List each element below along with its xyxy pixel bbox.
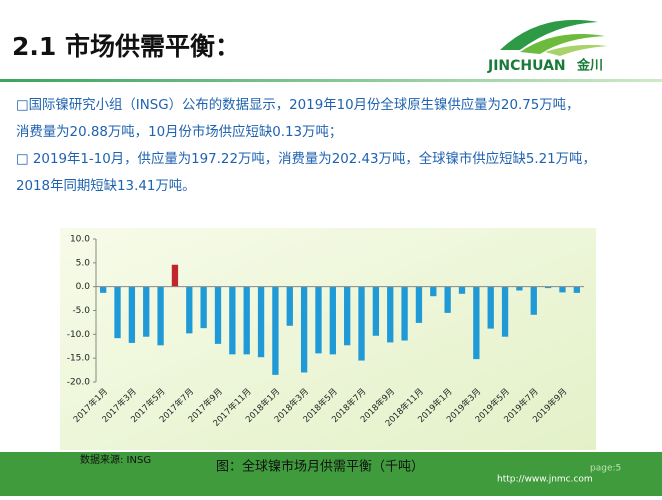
bar: [430, 286, 437, 297]
bar: [358, 286, 365, 361]
footer-band: [0, 452, 662, 496]
bar: [243, 286, 250, 355]
bar: [214, 286, 222, 344]
bar: [473, 286, 480, 360]
bar: [573, 286, 580, 293]
bar: [530, 286, 537, 315]
bar: [415, 286, 423, 323]
chart-panel: [60, 228, 596, 450]
bar: [559, 286, 566, 293]
bar: [128, 286, 136, 343]
bar: [300, 286, 308, 373]
bar: [257, 286, 265, 358]
bar: [329, 286, 336, 355]
y-tick-label: 5.0: [76, 258, 91, 268]
bar: [401, 286, 408, 341]
bullet-line: □ 2019年1-10月，供应量为197.22万吨，消费量为202.43万吨，全…: [16, 150, 596, 167]
bar: [286, 286, 293, 326]
footer-url: http://www.jnmc.com: [497, 475, 593, 485]
y-tick-label: -20.0: [67, 378, 91, 388]
y-tick-label: 0.0: [76, 282, 91, 292]
y-tick-label: -5.0: [72, 306, 90, 316]
bar: [315, 286, 322, 354]
bar: [501, 286, 509, 337]
header-rule: [0, 79, 662, 82]
bar: [372, 286, 380, 336]
y-tick-label: 10.0: [70, 235, 90, 245]
bar: [200, 286, 207, 329]
bar: [444, 286, 451, 313]
chart-title: 图：全球镍市场月供需平衡（千吨）: [216, 459, 424, 475]
slide-title: 2.1 市场供需平衡：: [12, 32, 240, 61]
logo: JINCHUAN 金川: [487, 19, 608, 74]
page-number: page:5: [590, 464, 621, 474]
bar: [143, 286, 150, 337]
bar: [157, 286, 164, 346]
bar: [272, 286, 279, 375]
y-tick-label: -10.0: [67, 330, 91, 340]
bar: [186, 286, 193, 334]
chart-source: 数据来源: INSG: [80, 453, 151, 466]
bullet-line: 消费量为20.88万吨，10月份市场供应短缺0.13万吨；: [16, 123, 342, 140]
bar: [544, 286, 552, 289]
bar: [171, 264, 179, 287]
bar: [344, 286, 351, 346]
bar: [516, 286, 523, 291]
bullet-line: 2018年同期短缺13.41万吨。: [16, 178, 196, 194]
bar: [100, 286, 107, 293]
logo-cn: 金川: [576, 58, 603, 74]
bar: [114, 286, 121, 339]
y-tick-label: -15.0: [67, 354, 91, 364]
bar: [458, 286, 466, 294]
bullet-line: □国际镍研究小组（INSG）公布的数据显示，2019年10月份全球原生镍供应量为…: [16, 96, 579, 113]
bar: [229, 286, 236, 355]
bar: [387, 286, 394, 343]
logo-text: JINCHUAN: [487, 58, 566, 74]
bar: [487, 286, 494, 329]
